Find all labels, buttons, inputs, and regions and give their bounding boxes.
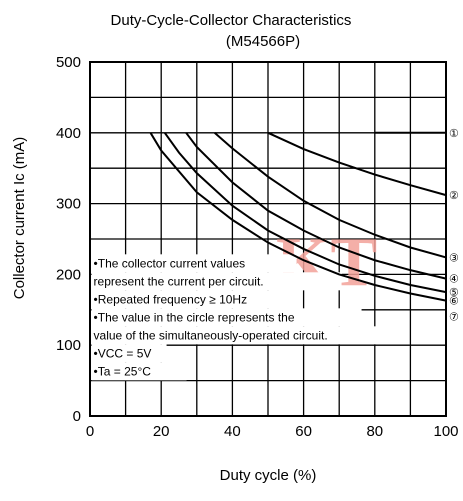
x-tick-label: 20	[153, 423, 170, 440]
note-background	[91, 362, 187, 381]
plot-frame	[89, 61, 447, 417]
x-tick-label: 60	[295, 423, 312, 440]
series-label: ①	[449, 128, 459, 140]
note-background	[91, 254, 297, 273]
series-label: ⑦	[449, 312, 459, 324]
series-label: ⑥	[449, 296, 459, 308]
note-line: represent the current per circuit.	[94, 274, 264, 288]
chart-title: Duty-Cycle-Collector Characteristics	[111, 12, 352, 29]
x-tick-label: 40	[224, 423, 241, 440]
x-tick-label: 0	[86, 423, 94, 440]
note-background	[91, 308, 362, 327]
series-label: ⑤	[449, 287, 459, 299]
series-line	[149, 132, 447, 302]
y-tick-label: 0	[73, 408, 81, 425]
series-labels: ① ② ③ ④⑤⑥ ⑦	[449, 128, 459, 324]
y-tick-label: 200	[56, 266, 81, 283]
note-background	[91, 272, 342, 291]
note-line: •The collector current values	[94, 256, 246, 270]
x-tick-label: 80	[366, 423, 383, 440]
y-tick-labels: 0 100 200 300 400 500	[56, 54, 81, 425]
note-line: •Ta = 25°C	[94, 364, 152, 378]
notes-background	[91, 254, 400, 381]
series-line	[163, 132, 447, 294]
chart-subtitle: (M54566P)	[226, 33, 300, 50]
notes-block: •The collector current values represent …	[94, 256, 328, 378]
series-lines	[149, 131, 447, 302]
note-line: •The value in the circle represents the	[94, 310, 295, 324]
series-label: ③	[449, 252, 459, 264]
y-tick-label: 500	[56, 54, 81, 71]
y-tick-label: 400	[56, 125, 81, 142]
series-label: ②	[449, 190, 459, 202]
series-label: ④	[449, 274, 459, 286]
x-tick-label: 100	[433, 423, 458, 440]
series-line	[267, 131, 447, 197]
note-line: •Repeated frequency ≥ 10Hz	[94, 292, 248, 306]
note-line: •VCC = 5V	[94, 346, 152, 360]
note-background	[91, 344, 167, 363]
y-tick-label: 300	[56, 196, 81, 213]
y-axis-label: Collector current Ic (mA)	[11, 137, 28, 300]
x-axis-label: Duty cycle (%)	[220, 467, 317, 484]
note-line: value of the simultaneously-operated cir…	[94, 328, 328, 342]
note-background	[91, 290, 282, 309]
series-line	[213, 132, 447, 259]
series-line	[185, 132, 447, 280]
note-background	[91, 326, 400, 345]
y-tick-label: 100	[56, 337, 81, 354]
x-tick-labels: 0 20 40 60 80 100	[86, 423, 459, 440]
